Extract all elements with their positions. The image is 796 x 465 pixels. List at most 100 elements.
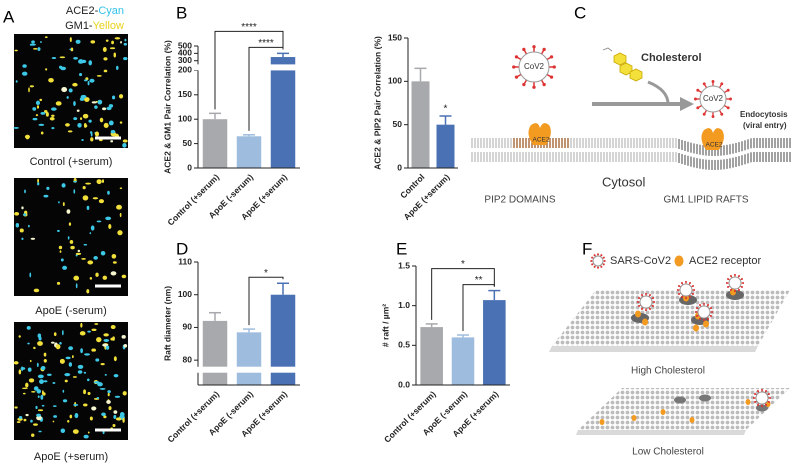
- puncta: [32, 117, 38, 121]
- spike-tip: [514, 55, 519, 59]
- puncta: [87, 431, 90, 434]
- spike-tip: [707, 303, 710, 306]
- puncta: [33, 48, 38, 50]
- y-tick-label: 300: [178, 55, 192, 65]
- spike-tip: [711, 311, 714, 313]
- puncta: [58, 245, 63, 250]
- puncta: [69, 240, 74, 244]
- puncta: [60, 258, 64, 262]
- y-tick-label: 100: [178, 113, 192, 123]
- puncta: [97, 99, 103, 105]
- micrograph: [14, 178, 128, 296]
- puncta: [15, 80, 18, 83]
- puncta: [73, 56, 78, 60]
- y-tick-label: 50: [393, 119, 403, 129]
- puncta: [14, 212, 20, 216]
- puncta: [102, 47, 107, 52]
- spike-tip: [694, 311, 697, 313]
- puncta: [67, 130, 73, 133]
- significance-bracket: [214, 30, 284, 110]
- y-axis-label: Raft diameter (nm): [162, 286, 172, 361]
- spike-tip: [532, 85, 536, 89]
- puncta: [80, 322, 83, 328]
- puncta: [119, 121, 123, 124]
- spike-tip: [693, 289, 696, 291]
- raft: [699, 394, 711, 402]
- puncta: [86, 289, 90, 294]
- panel-letter: B: [176, 3, 187, 22]
- puncta: [103, 122, 109, 128]
- y-tick-label: 1.5: [398, 260, 410, 270]
- puncta: [113, 52, 117, 58]
- puncta: [94, 105, 98, 109]
- bar: [236, 136, 262, 168]
- spike-tip: [696, 88, 700, 92]
- puncta: [124, 38, 127, 42]
- puncta: [90, 137, 94, 142]
- puncta: [62, 265, 68, 270]
- spike-tip: [676, 289, 679, 291]
- puncta: [38, 123, 45, 126]
- puncta: [38, 336, 42, 341]
- spike-tip: [640, 293, 643, 296]
- spike-tip: [698, 303, 701, 306]
- spike-tip: [769, 397, 772, 399]
- puncta: [91, 348, 96, 352]
- spike-tip: [768, 392, 771, 395]
- bar: [236, 332, 262, 385]
- puncta: [45, 68, 48, 71]
- spike-tip: [591, 263, 594, 266]
- puncta: [33, 346, 36, 350]
- receptor-label: ACE2: [533, 137, 550, 144]
- puncta: [88, 60, 93, 66]
- spike-tip: [720, 112, 724, 116]
- puncta: [64, 373, 71, 377]
- puncta: [83, 403, 88, 407]
- puncta: [122, 417, 125, 423]
- puncta: [51, 56, 57, 60]
- spike-tip: [637, 305, 640, 308]
- puncta: [72, 376, 77, 378]
- spike-tip: [695, 315, 698, 318]
- puncta: [112, 423, 116, 428]
- puncta: [103, 415, 107, 419]
- puncta: [69, 48, 72, 51]
- spike-tip: [703, 319, 705, 322]
- spike-tip: [692, 293, 695, 296]
- significance-bracket: [431, 268, 495, 320]
- spike-tip: [761, 388, 763, 391]
- puncta: [52, 382, 56, 384]
- puncta: [46, 186, 50, 190]
- puncta: [99, 117, 104, 123]
- spike-tip: [593, 254, 596, 257]
- puncta: [116, 204, 122, 210]
- capsid: [728, 276, 742, 290]
- puncta: [119, 212, 122, 218]
- raft-decoration: [599, 273, 772, 425]
- y-axis-label: # raft / µm²: [380, 304, 390, 347]
- puncta: [42, 392, 46, 396]
- puncta: [18, 416, 23, 419]
- receptor: [599, 419, 605, 425]
- receptor: [745, 399, 751, 405]
- puncta: [21, 237, 24, 241]
- puncta: [104, 374, 107, 376]
- puncta: [43, 352, 47, 357]
- channel-name: GM1-: [65, 20, 93, 32]
- puncta: [37, 374, 44, 379]
- cholesterol-icon: [602, 47, 643, 82]
- channel-label: ACE2-Cyan: [66, 5, 124, 17]
- puncta: [110, 271, 117, 276]
- panel-c-diagram: CoV2 CoV2 Cholesterol Endocytosis (viral…: [471, 45, 791, 206]
- puncta: [95, 358, 100, 362]
- puncta: [123, 57, 128, 61]
- arrowhead: [680, 97, 694, 111]
- spike-tip: [711, 80, 715, 83]
- membrane-edge: [576, 430, 746, 435]
- x-tick-label: Control (+serum): [382, 389, 438, 445]
- puncta: [117, 230, 123, 236]
- puncta: [62, 202, 65, 207]
- spike-tip: [753, 401, 756, 404]
- channel-color: Yellow: [93, 20, 124, 32]
- puncta: [37, 409, 44, 412]
